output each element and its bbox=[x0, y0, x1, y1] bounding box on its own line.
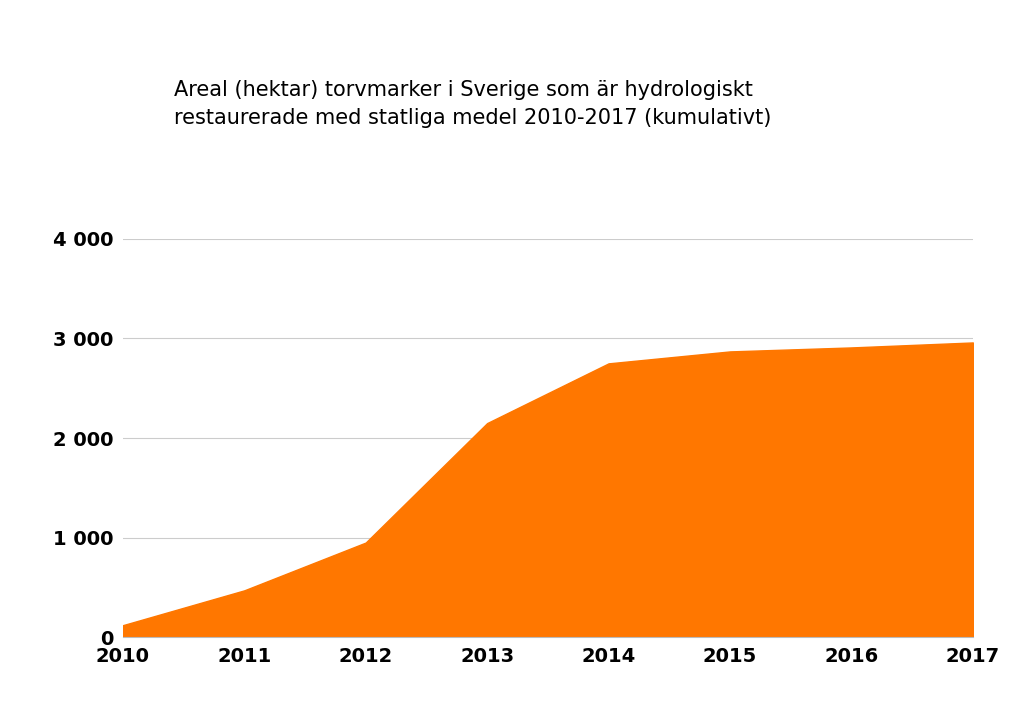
Text: Areal (hektar) torvmarker i Sverige som är hydrologiskt
restaurerade med statlig: Areal (hektar) torvmarker i Sverige som … bbox=[174, 80, 771, 127]
